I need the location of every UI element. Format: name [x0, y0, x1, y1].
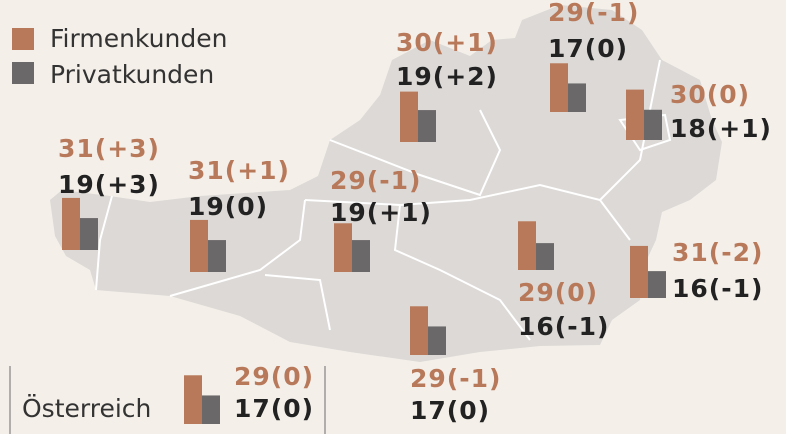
bar-firm: [334, 223, 352, 272]
private-label: 16(-1): [672, 274, 763, 303]
private-label: 17(0): [234, 394, 314, 423]
total-name: Österreich: [22, 394, 151, 423]
firm-label: 29(0): [518, 278, 598, 307]
bar-private: [568, 83, 586, 112]
bar-firm: [626, 89, 644, 140]
firm-label: 29(-1): [330, 166, 421, 195]
private-label: 19(+1): [330, 198, 432, 227]
private-label: 18(+1): [670, 114, 772, 143]
bar-private: [352, 240, 370, 272]
firm-label: 29(-1): [548, 0, 639, 27]
firm-label: 31(-2): [672, 238, 763, 267]
private-label: 19(+3): [58, 170, 160, 199]
bar-private: [80, 218, 98, 250]
private-label: 16(-1): [518, 312, 609, 341]
legend-swatch-firm: [12, 28, 34, 50]
bar-firm: [630, 245, 648, 298]
bar-firm: [410, 306, 428, 355]
private-label: 19(+2): [396, 62, 498, 91]
private-label: 19(0): [188, 192, 268, 221]
firm-label: 29(-1): [410, 364, 501, 393]
bar-firm: [190, 219, 208, 272]
bar-firm: [62, 197, 80, 250]
bar-private: [536, 243, 554, 270]
private-label: 17(0): [548, 34, 628, 63]
bar-private: [648, 271, 666, 298]
bar-private: [428, 326, 446, 355]
legend-label: Privatkunden: [50, 60, 214, 89]
firm-label: 29(0): [234, 362, 314, 391]
bar-private: [202, 395, 220, 424]
legend-swatch-private: [12, 62, 34, 84]
firm-label: 30(0): [670, 80, 750, 109]
firm-label: 31(+1): [188, 156, 290, 185]
bar-private: [418, 110, 436, 142]
legend-label: Firmenkunden: [50, 24, 227, 53]
bar-firm: [550, 63, 568, 112]
bar-private: [208, 240, 226, 272]
bar-firm: [400, 91, 418, 142]
bar-firm: [184, 375, 202, 424]
bar-firm: [518, 221, 536, 270]
private-label: 17(0): [410, 396, 490, 425]
bar-private: [644, 109, 662, 140]
firm-label: 30(+1): [396, 28, 498, 57]
region-borders: [95, 59, 672, 341]
firm-label: 31(+3): [58, 134, 160, 163]
